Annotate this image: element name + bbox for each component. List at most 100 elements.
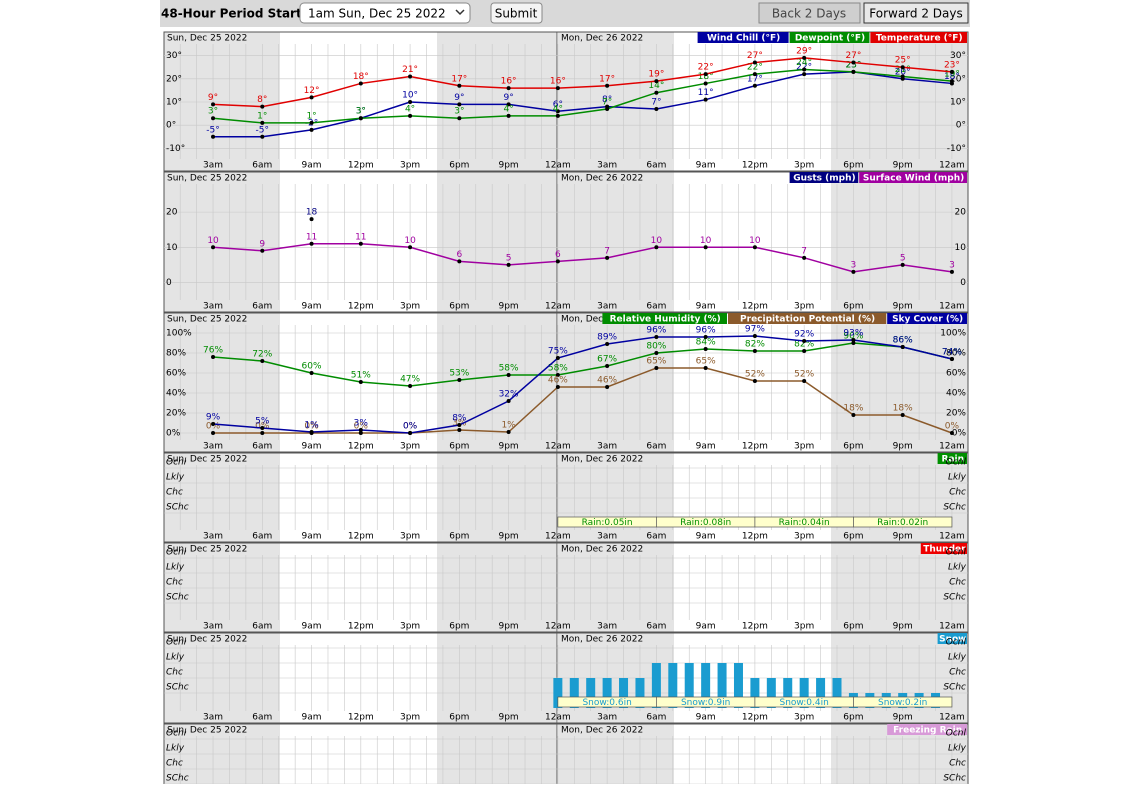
x-tick-label: 12am [939,302,965,312]
data-point [457,102,462,107]
data-point [949,357,954,361]
data-point [752,245,757,250]
data-point [408,431,413,435]
data-label: 20° [895,67,911,77]
data-point [555,259,560,264]
data-label: 1% [501,421,516,431]
x-tick-label: 3pm [794,442,814,452]
date-label: Mon, Dec 26 2022 [561,455,643,465]
x-tick-label: 9am [696,442,716,452]
data-label: 9° [503,93,513,103]
y-tick-label: 10 [166,243,178,253]
data-point [851,338,856,342]
x-tick-label: 6am [646,302,666,312]
period-select[interactable] [299,2,471,24]
level-label: Chc [949,488,966,498]
data-label: -5° [256,125,269,135]
legend-label: Wind Chill (°F) [707,34,780,44]
data-point [260,120,265,125]
y-tick-label: 80% [946,349,966,359]
data-label: 0% [403,422,418,432]
y-tick-label: 0° [166,121,176,131]
data-label: 16° [550,77,566,87]
level-label: SChc [166,774,189,784]
date-label: Mon, Dec 26 2022 [561,545,643,555]
data-point [506,373,511,377]
data-label: 82% [794,340,814,350]
data-label: 7 [604,246,610,256]
y-tick-label: 0° [956,121,966,131]
data-label: 96% [696,326,716,336]
amount-label: Snow:0.6in [582,698,631,708]
data-point [211,431,216,435]
data-point [605,83,610,88]
data-label: 76% [203,346,223,356]
y-tick-label: 20% [166,409,186,419]
x-tick-label: 12pm [742,622,768,632]
data-label: 10 [651,236,663,246]
data-point [309,95,314,100]
x-tick-label: 9pm [498,302,518,312]
data-label: 3° [208,107,218,117]
data-label: 29° [796,46,812,56]
legend-label: Gusts (mph) [793,174,855,184]
data-label: 1% [304,421,319,431]
x-tick-label: 9pm [893,161,913,171]
data-point [605,255,610,260]
series-line [213,57,953,108]
level-label: Lkly [948,473,967,483]
select-arrow [455,9,465,16]
x-tick-label: 6am [252,532,272,542]
data-label: 8% [452,414,467,424]
snow-bar [766,678,776,708]
data-point [506,102,511,107]
y-tick-label: 30° [950,51,966,61]
data-label: 86% [893,336,913,346]
y-tick-label: -10° [947,144,966,154]
data-point [260,359,265,363]
data-point [900,413,905,417]
x-tick-label: 9pm [498,622,518,632]
x-tick-label: 6am [252,622,272,632]
amount-label: Rain:0.05in [582,518,633,528]
data-label: 67% [597,355,617,365]
x-tick-label: 12am [545,532,571,542]
data-label: 18° [698,72,714,82]
data-point [211,134,216,139]
data-point [309,430,314,434]
data-label: 9° [208,93,218,103]
snow-bar [619,678,629,708]
x-tick-label: 9am [302,161,322,171]
data-label: 24° [796,58,812,68]
x-tick-label: 6pm [449,302,469,312]
legend-swatch [887,313,967,324]
legend-swatch [789,32,870,43]
panel: Sun, Dec 25 2022 Mon, Dec 26 2022 Rain 3am 6… [163,452,969,543]
submit-button[interactable] [490,2,543,24]
data-point [703,335,708,339]
data-label: 9 [259,239,265,249]
amount-label: Rain:0.04in [779,518,830,528]
data-label: 10 [207,236,219,246]
level-label: Chc [949,668,966,678]
x-tick-label: 6am [252,442,272,452]
forward-button[interactable] [863,2,969,24]
data-point [900,74,905,79]
submit-label: Submit [495,7,538,21]
x-tick-label: 6am [646,442,666,452]
data-point [802,379,807,383]
x-tick-label: 3am [597,532,617,542]
data-label: 9° [454,93,464,103]
x-tick-label: 12pm [742,713,768,723]
x-tick-label: 6pm [843,622,863,632]
data-point [358,241,363,246]
data-label: 10 [749,236,761,246]
back-button[interactable] [758,2,861,24]
level-label: Chc [166,759,183,769]
level-label: SChc [943,683,966,693]
panel-border [163,542,969,633]
data-point [506,86,511,91]
night-shade [437,172,674,312]
night-shade [164,724,280,788]
legend-swatch [789,172,859,183]
